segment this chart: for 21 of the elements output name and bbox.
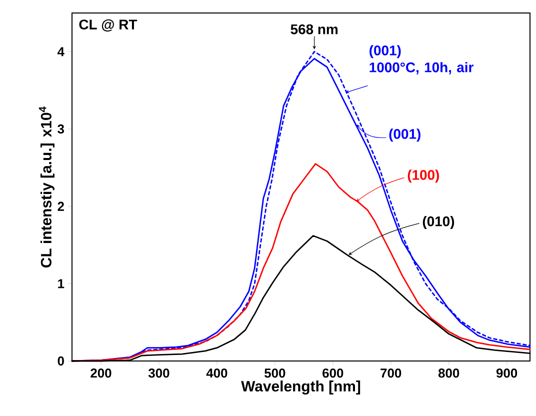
x-tick-label: 200 <box>90 368 112 378</box>
y-tick-label: 0 <box>58 356 64 366</box>
y-tick-label: 3 <box>58 124 64 134</box>
x-tick-label: 800 <box>438 368 460 378</box>
legend-label: (001) <box>389 128 420 142</box>
text: (001) 1000°C, 10h, air <box>370 45 474 74</box>
x-tick-label: 400 <box>206 368 228 378</box>
x-tick-label: 500 <box>264 368 286 378</box>
y-tick-label: 4 <box>57 47 64 56</box>
y-tick-label: 2 <box>58 202 64 211</box>
text: (010) <box>422 216 454 230</box>
y-axis-title: CL intenstiy [a.u.] x10$^{4}$ <box>38 106 54 268</box>
x-tick-label: 600 <box>322 368 344 378</box>
y-tick-label: 1 <box>58 279 64 288</box>
x-tick-label: 700 <box>380 368 402 378</box>
x-tick-label: 300 <box>148 368 170 378</box>
annotation: CL @ RT <box>79 19 138 32</box>
x-tick-label: 900 <box>496 368 518 378</box>
x-axis-title: Wavelength [nm] <box>241 380 360 395</box>
annotation: 568 nm <box>290 24 338 34</box>
text: (100) <box>408 170 439 183</box>
